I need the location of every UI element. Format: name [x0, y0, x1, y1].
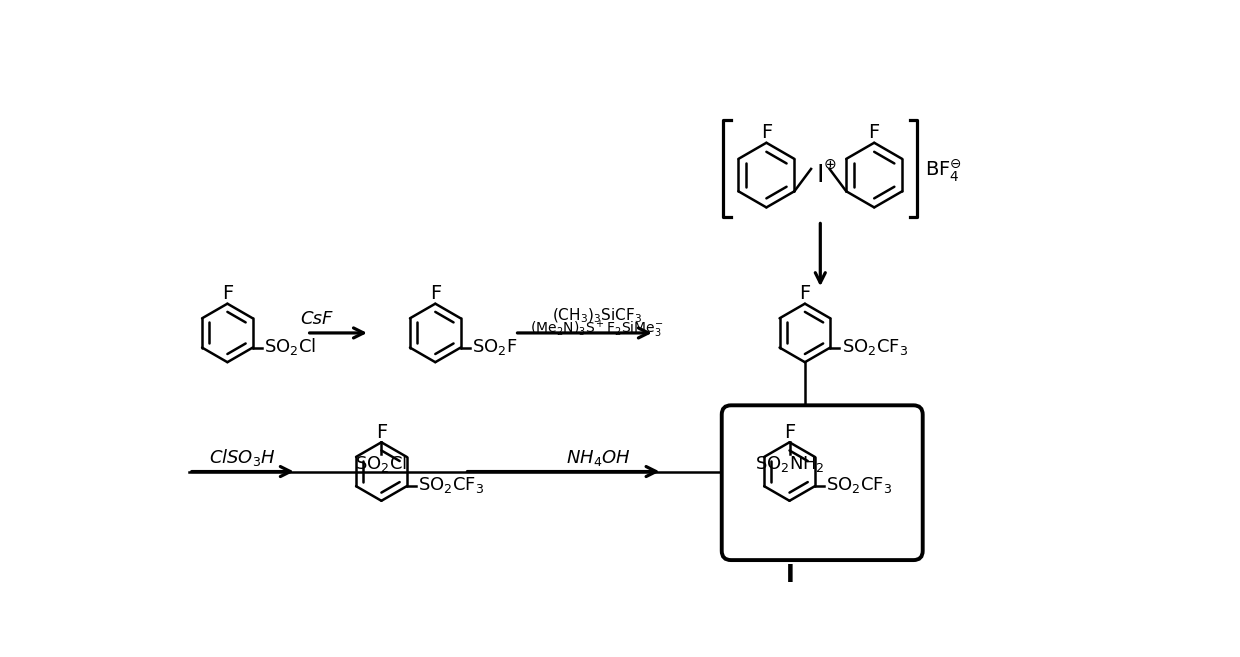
- Text: ClSO$_3$H: ClSO$_3$H: [210, 447, 277, 468]
- Text: NH$_4$OH: NH$_4$OH: [567, 447, 631, 468]
- Text: CsF: CsF: [300, 310, 332, 328]
- Text: SO$_2$Cl: SO$_2$Cl: [264, 336, 316, 357]
- Text: F: F: [222, 284, 233, 303]
- Text: F: F: [868, 124, 880, 142]
- Text: I: I: [817, 163, 825, 187]
- Text: SO$_2$NH$_2$: SO$_2$NH$_2$: [755, 454, 825, 474]
- Text: SO$_2$CF$_3$: SO$_2$CF$_3$: [842, 337, 908, 357]
- Text: F: F: [800, 284, 811, 303]
- Text: SO$_2$CF$_3$: SO$_2$CF$_3$: [826, 476, 893, 495]
- Text: (CH$_3$)$_3$SiCF$_3$: (CH$_3$)$_3$SiCF$_3$: [552, 307, 642, 325]
- Text: BF$_4^{\ominus}$: BF$_4^{\ominus}$: [925, 158, 962, 185]
- Text: F: F: [784, 422, 795, 442]
- Text: $\oplus$: $\oplus$: [823, 157, 836, 172]
- Text: F: F: [376, 422, 387, 442]
- Text: $\mathbf{I}$: $\mathbf{I}$: [785, 562, 794, 587]
- Text: SO$_2$F: SO$_2$F: [472, 337, 517, 357]
- Text: SO$_2$Cl: SO$_2$Cl: [356, 453, 408, 474]
- Text: SO$_2$CF$_3$: SO$_2$CF$_3$: [418, 476, 485, 495]
- Text: (Me$_2$N)$_3$S$^+$F$_2$SiMe$_3^{-}$: (Me$_2$N)$_3$S$^+$F$_2$SiMe$_3^{-}$: [531, 319, 663, 340]
- Text: F: F: [761, 124, 773, 142]
- Text: F: F: [430, 284, 441, 303]
- FancyBboxPatch shape: [722, 405, 923, 560]
